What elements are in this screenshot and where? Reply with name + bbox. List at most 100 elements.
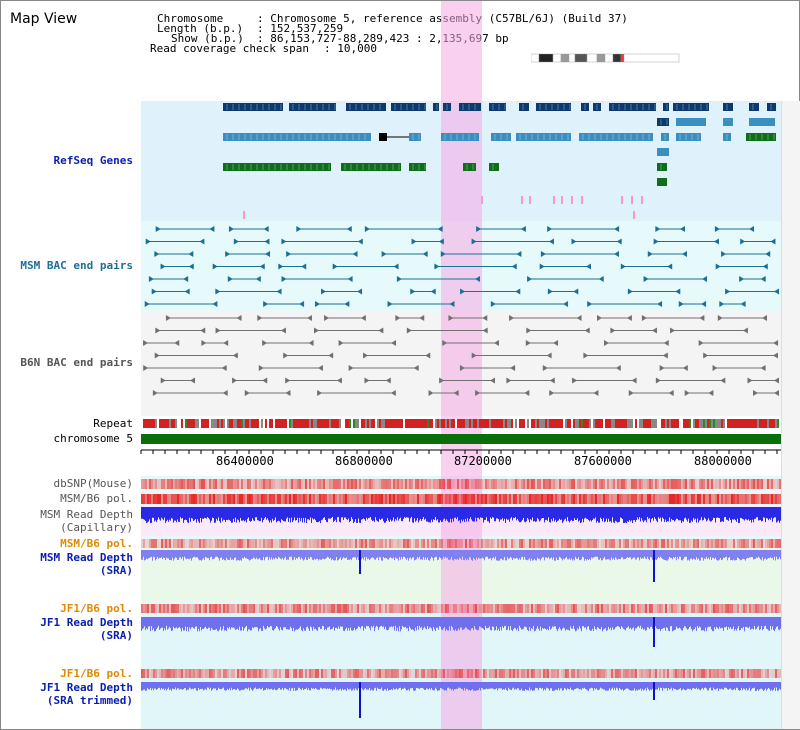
track-label-refseq[interactable]: RefSeq Genes [53, 154, 133, 167]
read-depth-bar [276, 682, 277, 691]
read-depth-bar [429, 617, 430, 628]
read-depth-bar [770, 682, 771, 691]
polymorphism-mark [637, 669, 639, 678]
read-depth-bar [164, 617, 165, 629]
read-depth-bar [254, 682, 255, 689]
read-depth-bar [771, 617, 772, 630]
polymorphism-mark [735, 539, 737, 548]
read-depth-bar [237, 550, 238, 561]
polymorphism-mark [167, 669, 169, 678]
ideogram-band [604, 53, 614, 63]
polymorphism-mark [681, 494, 683, 504]
polymorphism-mark [729, 539, 731, 548]
polymorphism-mark [307, 604, 309, 613]
read-depth-bar [509, 550, 510, 559]
polymorphism-mark [227, 604, 229, 613]
polymorphism-mark [681, 604, 683, 613]
polymorphism-mark [685, 539, 687, 548]
track-label-msm-b6-pol-2[interactable]: MSM/B6 pol. [60, 537, 133, 550]
track-label-dbsnp[interactable]: dbSNP(Mouse) [53, 477, 133, 490]
read-depth-bar [696, 507, 697, 523]
read-depth-bar [613, 617, 614, 630]
repeat-mark [497, 419, 499, 428]
polymorphism-mark [767, 539, 769, 548]
polymorphism-mark [751, 494, 753, 504]
read-depth-bar [617, 682, 618, 689]
track-label-jf1-depth-trim-1[interactable]: JF1 Read Depth [40, 681, 133, 694]
track-label-b6n-bac[interactable]: B6N BAC end pairs [20, 356, 133, 369]
read-depth-bar [628, 617, 629, 627]
read-depth-bar [493, 550, 494, 558]
read-depth-bar [205, 617, 206, 627]
read-depth-bar [205, 682, 206, 689]
track-label-jf1-depth-sra-1[interactable]: JF1 Read Depth [40, 616, 133, 629]
read-depth-bar [675, 550, 676, 557]
polymorphism-mark [467, 479, 469, 489]
repeat-mark [345, 419, 347, 428]
polymorphism-mark [363, 539, 365, 548]
polymorphism-mark [335, 494, 337, 504]
repeat-mark [777, 419, 779, 428]
read-depth-bar [388, 617, 389, 630]
read-depth-bar [252, 507, 253, 519]
track-label-msm-depth-sra-1[interactable]: MSM Read Depth [40, 551, 133, 564]
repeat-mark [725, 419, 727, 428]
read-depth-bar [598, 617, 599, 628]
read-depth-bar [561, 507, 562, 520]
polymorphism-mark [661, 494, 663, 504]
repeat-mark [321, 419, 323, 428]
read-depth-bar [609, 550, 610, 560]
read-depth-bar [545, 682, 546, 691]
read-depth-bar [278, 617, 279, 629]
polymorphism-mark [607, 604, 609, 613]
polymorphism-mark [215, 604, 217, 613]
polymorphism-mark [583, 479, 585, 489]
track-label-jf1-b6-pol-1[interactable]: JF1/B6 pol. [60, 602, 133, 615]
track-label-jf1-b6-pol-2[interactable]: JF1/B6 pol. [60, 667, 133, 680]
chromosome-ideogram[interactable] [531, 53, 683, 63]
polymorphism-mark [657, 494, 659, 504]
read-depth-bar [211, 550, 212, 557]
polymorphism-mark [473, 669, 475, 678]
polymorphism-mark [363, 669, 365, 678]
polymorphism-mark [441, 669, 443, 678]
read-depth-bar [291, 507, 292, 518]
read-depth-bar [452, 507, 453, 519]
read-depth-bar [237, 617, 238, 629]
read-depth-bar [146, 682, 147, 691]
polymorphism-mark [705, 494, 707, 504]
track-label-msm-b6-pol-1[interactable]: MSM/B6 pol. [60, 492, 133, 505]
read-depth-bar [658, 507, 659, 518]
track-label-msm-depth-cap-2: (Capillary) [60, 521, 133, 534]
read-depth-bar [557, 507, 558, 521]
polymorphism-mark [749, 539, 751, 548]
polymorphism-mark [447, 479, 449, 489]
repeat-mark [661, 419, 663, 428]
read-depth-bar [650, 617, 651, 627]
read-depth-bar [205, 507, 206, 519]
track-label-msm-depth-cap-1[interactable]: MSM Read Depth [40, 508, 133, 521]
read-depth-bar [416, 682, 417, 688]
read-depth-bar [484, 507, 485, 521]
read-depth-bar [439, 550, 440, 558]
read-depth-bar [552, 550, 553, 560]
read-depth-bar [539, 550, 540, 559]
read-depth-bar [460, 550, 461, 559]
polymorphism-mark [427, 539, 429, 548]
read-depth-bar [472, 617, 473, 628]
read-depth-bar [725, 682, 726, 688]
read-depth-bar [500, 682, 501, 689]
vertical-scrollbar[interactable] [781, 101, 800, 729]
polymorphism-mark [587, 669, 589, 678]
read-depth-bar [778, 550, 779, 560]
polymorphism-mark [213, 494, 215, 504]
track-label-msm-bac[interactable]: MSM BAC end pairs [20, 259, 133, 272]
read-depth-bar [741, 682, 742, 689]
read-depth-bar [443, 617, 444, 629]
read-depth-bar [537, 682, 538, 689]
read-depth-bar [460, 507, 461, 524]
read-depth-bar [202, 550, 203, 560]
polymorphism-mark [567, 539, 569, 548]
polymorphism-mark [717, 494, 719, 504]
polymorphism-mark [433, 494, 435, 504]
